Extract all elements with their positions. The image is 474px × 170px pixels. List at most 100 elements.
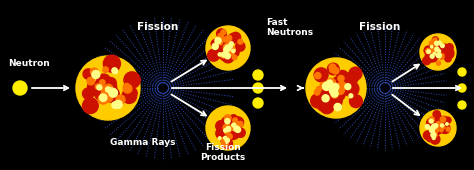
- Circle shape: [216, 127, 228, 139]
- Circle shape: [216, 44, 225, 53]
- Circle shape: [437, 121, 440, 126]
- Circle shape: [349, 67, 362, 80]
- Circle shape: [230, 32, 241, 42]
- Circle shape: [206, 26, 250, 70]
- Circle shape: [446, 50, 454, 58]
- Circle shape: [82, 98, 98, 114]
- Circle shape: [329, 92, 341, 103]
- Circle shape: [332, 87, 343, 98]
- Circle shape: [225, 138, 229, 142]
- Circle shape: [231, 125, 236, 131]
- Circle shape: [429, 117, 434, 121]
- Circle shape: [112, 102, 118, 108]
- Circle shape: [223, 44, 230, 51]
- Circle shape: [220, 48, 229, 57]
- Circle shape: [430, 46, 433, 48]
- Circle shape: [116, 95, 125, 104]
- Circle shape: [230, 47, 235, 52]
- Circle shape: [432, 40, 438, 46]
- Circle shape: [440, 124, 445, 129]
- Circle shape: [426, 48, 431, 54]
- Circle shape: [91, 68, 98, 76]
- Circle shape: [232, 49, 235, 53]
- Circle shape: [226, 42, 230, 46]
- Circle shape: [326, 78, 336, 88]
- Circle shape: [103, 67, 109, 72]
- Circle shape: [429, 41, 434, 46]
- Circle shape: [446, 123, 448, 125]
- Circle shape: [253, 70, 263, 80]
- Circle shape: [338, 75, 344, 82]
- Circle shape: [426, 133, 435, 142]
- Circle shape: [238, 39, 243, 44]
- Circle shape: [433, 126, 442, 135]
- Circle shape: [107, 88, 119, 100]
- Circle shape: [221, 117, 233, 128]
- Circle shape: [230, 48, 239, 57]
- Circle shape: [435, 45, 444, 53]
- Circle shape: [440, 53, 446, 58]
- Circle shape: [433, 52, 436, 55]
- Circle shape: [226, 127, 230, 131]
- Circle shape: [429, 46, 438, 55]
- Circle shape: [458, 68, 466, 76]
- Circle shape: [227, 134, 232, 139]
- Circle shape: [434, 124, 438, 128]
- Circle shape: [219, 133, 228, 141]
- Circle shape: [438, 123, 442, 127]
- Circle shape: [105, 78, 116, 89]
- Circle shape: [433, 48, 443, 58]
- Circle shape: [227, 120, 234, 127]
- Circle shape: [109, 88, 115, 94]
- Circle shape: [212, 43, 218, 49]
- Circle shape: [331, 87, 345, 101]
- Circle shape: [253, 98, 263, 108]
- Circle shape: [337, 71, 348, 82]
- Circle shape: [227, 128, 239, 140]
- Text: Gamma Rays: Gamma Rays: [110, 138, 176, 147]
- Circle shape: [432, 124, 436, 128]
- Circle shape: [306, 58, 366, 118]
- Circle shape: [434, 119, 443, 128]
- Circle shape: [423, 57, 430, 65]
- Circle shape: [219, 49, 231, 61]
- Circle shape: [219, 137, 221, 140]
- Circle shape: [229, 115, 237, 123]
- Circle shape: [118, 100, 123, 106]
- Circle shape: [123, 84, 132, 93]
- Circle shape: [427, 50, 430, 53]
- Circle shape: [431, 132, 436, 137]
- Circle shape: [349, 94, 353, 98]
- Circle shape: [332, 82, 342, 92]
- Circle shape: [218, 38, 221, 41]
- Circle shape: [76, 56, 140, 120]
- Circle shape: [436, 51, 444, 58]
- Circle shape: [430, 49, 438, 57]
- Circle shape: [225, 119, 230, 124]
- Circle shape: [331, 90, 338, 97]
- Circle shape: [344, 81, 359, 97]
- Circle shape: [433, 118, 441, 126]
- Circle shape: [434, 127, 439, 132]
- Circle shape: [430, 54, 434, 58]
- Circle shape: [220, 52, 226, 58]
- Circle shape: [446, 44, 453, 51]
- Circle shape: [434, 124, 441, 131]
- Circle shape: [100, 83, 115, 98]
- Circle shape: [224, 115, 231, 121]
- Circle shape: [427, 118, 437, 128]
- Circle shape: [221, 138, 225, 142]
- Circle shape: [233, 118, 237, 123]
- Circle shape: [228, 47, 232, 52]
- Circle shape: [225, 130, 229, 135]
- Circle shape: [13, 81, 27, 95]
- Circle shape: [232, 123, 236, 127]
- Circle shape: [425, 52, 435, 62]
- Circle shape: [226, 125, 232, 131]
- Circle shape: [221, 52, 226, 57]
- Circle shape: [223, 124, 235, 135]
- Circle shape: [435, 125, 441, 131]
- Circle shape: [87, 77, 95, 85]
- Circle shape: [222, 37, 227, 42]
- Circle shape: [458, 84, 466, 92]
